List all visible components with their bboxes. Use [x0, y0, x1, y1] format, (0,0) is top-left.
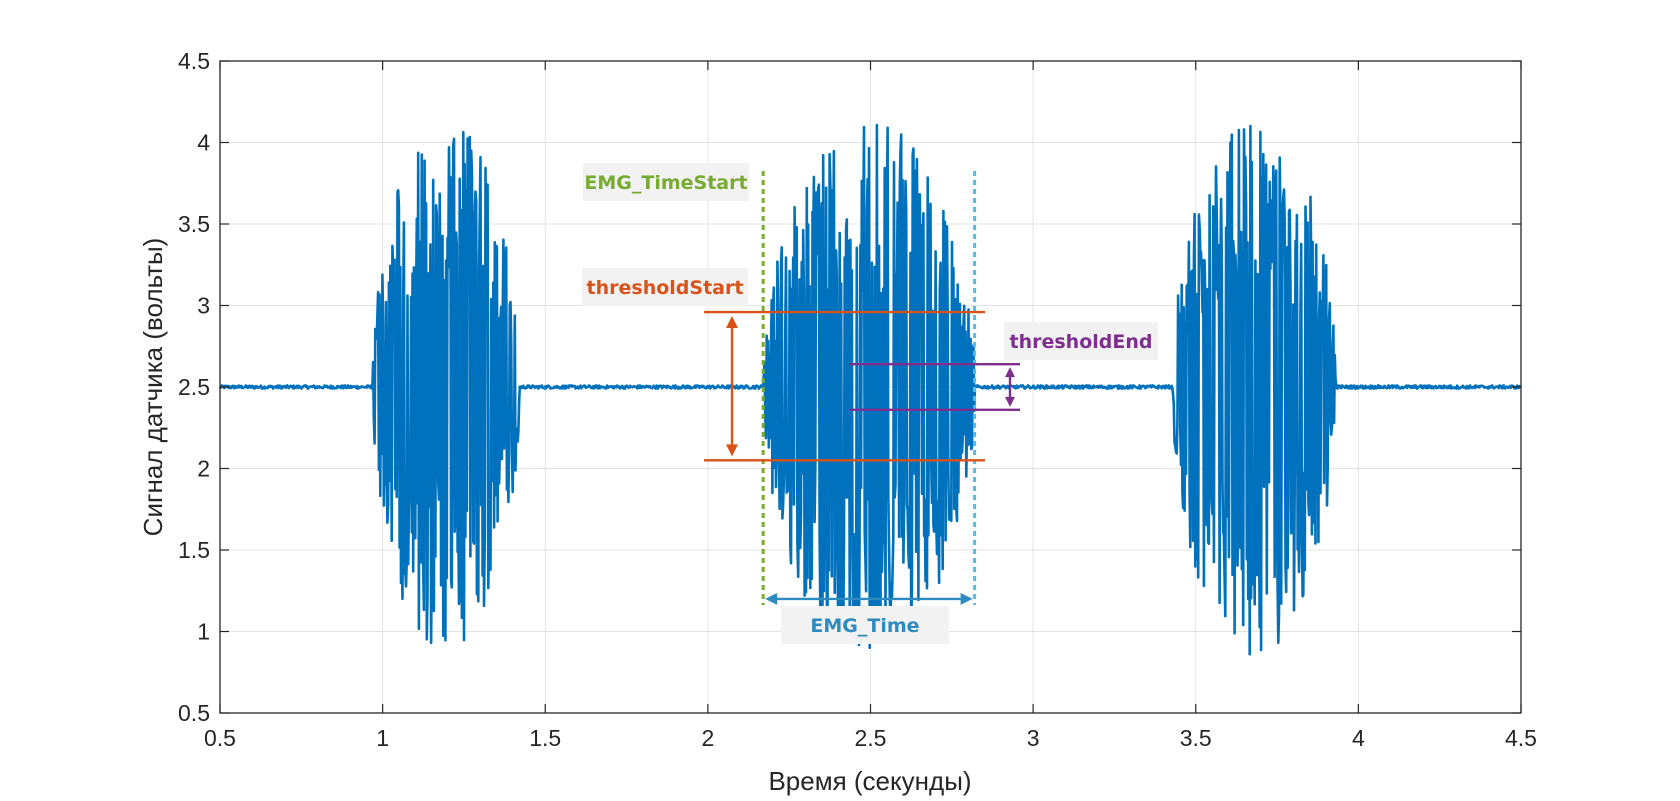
- x-axis-title: Время (секунды): [768, 766, 971, 796]
- x-tick-label: 3.5: [1180, 725, 1212, 751]
- x-tick-label: 4.5: [1505, 725, 1537, 751]
- x-tick-label: 1: [376, 725, 389, 751]
- y-tick-label: 4.5: [178, 48, 210, 74]
- emg-timestart-label: EMG_TimeStart: [584, 172, 747, 194]
- emg-time-arrowhead-left: [765, 592, 778, 605]
- signal-line: [218, 123, 1522, 656]
- x-tick-label: 2: [701, 725, 714, 751]
- threshold-end-label-box: [1004, 322, 1158, 360]
- threshold-start-arrowhead-down: [726, 444, 738, 457]
- x-tick-label: 2.5: [855, 725, 887, 751]
- threshold-start-arrowhead-up: [726, 316, 738, 329]
- y-axis-title: Сигнал датчика (вольты): [138, 238, 168, 537]
- y-tick-label: 3.5: [178, 211, 210, 237]
- y-tick-label: 1: [197, 619, 210, 645]
- emg-time-arrowhead-right: [960, 592, 973, 605]
- emg-time-label: EMG_Time: [810, 615, 919, 637]
- threshold-end-arrowhead-down: [1005, 396, 1015, 407]
- x-tick-label: 4: [1352, 725, 1365, 751]
- threshold-end-label: thresholdEnd: [1010, 331, 1153, 353]
- annotations: EMG_TimeStart thresholdStart thresholdEn…: [582, 163, 1158, 644]
- y-tick-label: 3: [197, 293, 210, 319]
- emg-time-label-box: [781, 606, 949, 644]
- x-axis-ticks: 0.5 1 1.5 2 2.5 3 3.5 4 4.5: [204, 61, 1537, 751]
- x-tick-label: 3: [1027, 725, 1040, 751]
- y-tick-label: 4: [197, 130, 210, 156]
- y-tick-label: 1.5: [178, 537, 210, 563]
- signal-series: [218, 123, 1522, 656]
- x-tick-label: 1.5: [529, 725, 561, 751]
- x-tick-label: 0.5: [204, 725, 236, 751]
- y-tick-label: 2.5: [178, 374, 210, 400]
- threshold-end-arrowhead-up: [1005, 367, 1015, 378]
- y-tick-label: 0.5: [178, 700, 210, 726]
- threshold-start-label: thresholdStart: [587, 277, 744, 299]
- y-tick-label: 2: [197, 456, 210, 482]
- y-axis-ticks: 0.5 1 1.5 2 2.5 3 3.5 4 4.5: [178, 48, 1521, 726]
- emg-timestart-label-box: [583, 163, 749, 201]
- threshold-start-label-box: [582, 268, 748, 306]
